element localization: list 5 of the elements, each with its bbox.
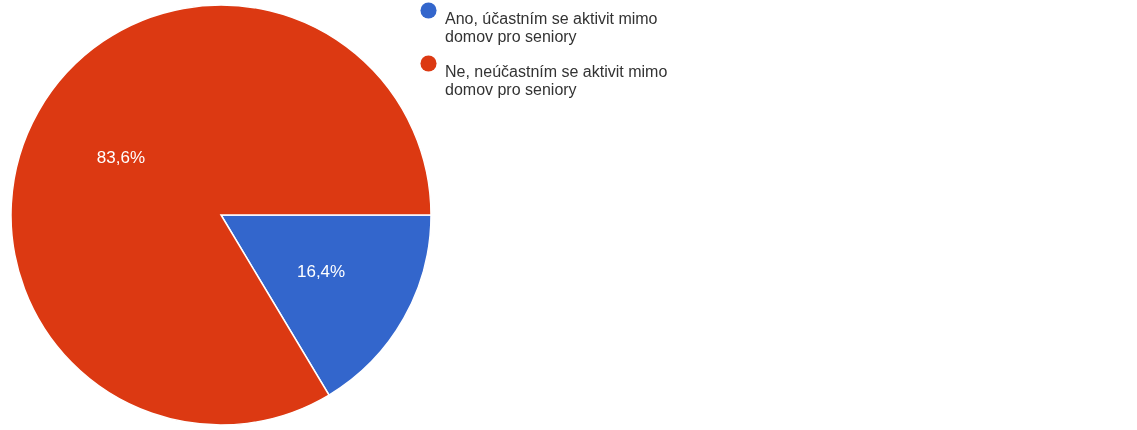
pie-slice — [10, 4, 432, 426]
data-label: 83,6% — [96, 148, 146, 168]
legend-label: Ne, neúčastním se aktivit mimo domov pro seniory — [445, 62, 668, 98]
legend-label: Ano, účastním se aktivit mimo domov pro seniory — [445, 9, 658, 45]
data-label: 16,4% — [296, 261, 346, 281]
